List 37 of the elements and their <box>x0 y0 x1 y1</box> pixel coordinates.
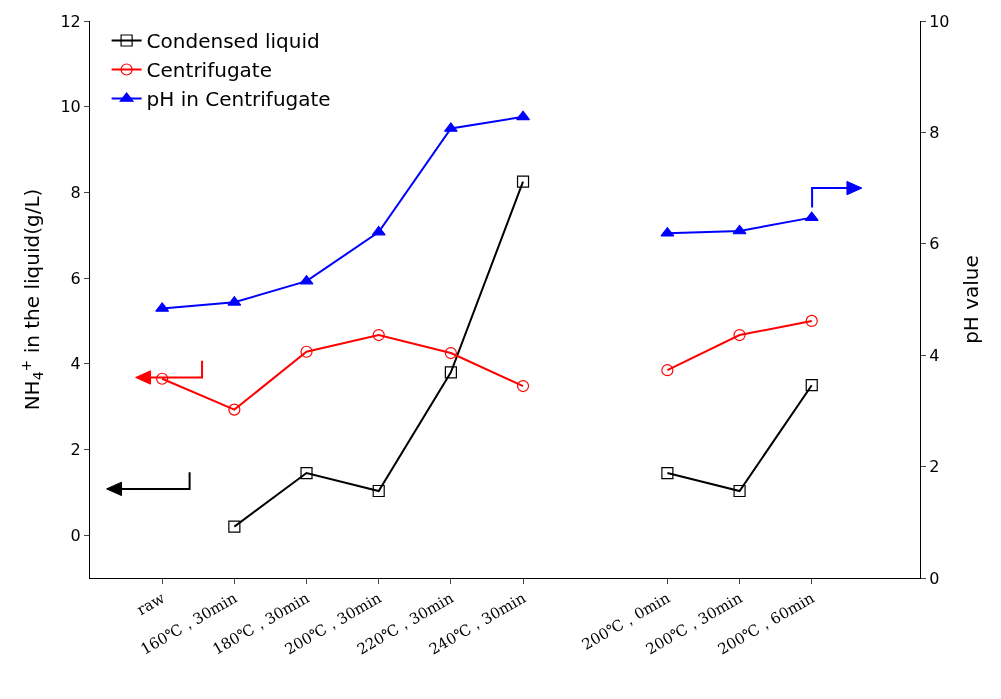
y-tick-label: 0 <box>70 525 81 545</box>
point <box>516 379 530 393</box>
y-tick-label: 8 <box>70 182 81 202</box>
point <box>444 366 457 379</box>
y2-tick-label: 6 <box>929 234 940 254</box>
y2-axis-title: pH value <box>959 255 984 344</box>
x-tick-label: raw <box>133 588 169 619</box>
point <box>732 224 747 235</box>
point <box>733 328 746 342</box>
point <box>228 403 241 416</box>
y2-tick-label: 2 <box>929 457 940 477</box>
point <box>300 345 313 358</box>
point <box>444 346 457 360</box>
y-tick-label: 10 <box>60 97 81 117</box>
y-tick-label: 2 <box>70 440 81 460</box>
point <box>372 328 385 342</box>
point <box>300 466 313 480</box>
legend-label: Centrifugate <box>146 58 272 83</box>
point <box>661 364 674 377</box>
y-tick-label: 12 <box>60 11 81 31</box>
legend-label: pH in Centrifugate <box>146 87 331 112</box>
y2-tick-label: 0 <box>929 568 940 588</box>
point <box>228 520 241 533</box>
y2-tick-label: 4 <box>929 345 940 365</box>
y2-tick-label: 8 <box>929 123 940 142</box>
y-tick-label: 6 <box>70 268 81 288</box>
point <box>733 484 746 498</box>
y2-tick-label: 10 <box>929 11 950 31</box>
point <box>805 314 818 328</box>
point <box>805 379 818 392</box>
point <box>516 175 530 188</box>
point <box>156 372 169 385</box>
point <box>372 484 385 498</box>
point <box>516 110 530 121</box>
point <box>661 466 674 480</box>
legend-label: Condensed liquid <box>146 29 320 54</box>
y-tick-label: 4 <box>70 354 81 374</box>
